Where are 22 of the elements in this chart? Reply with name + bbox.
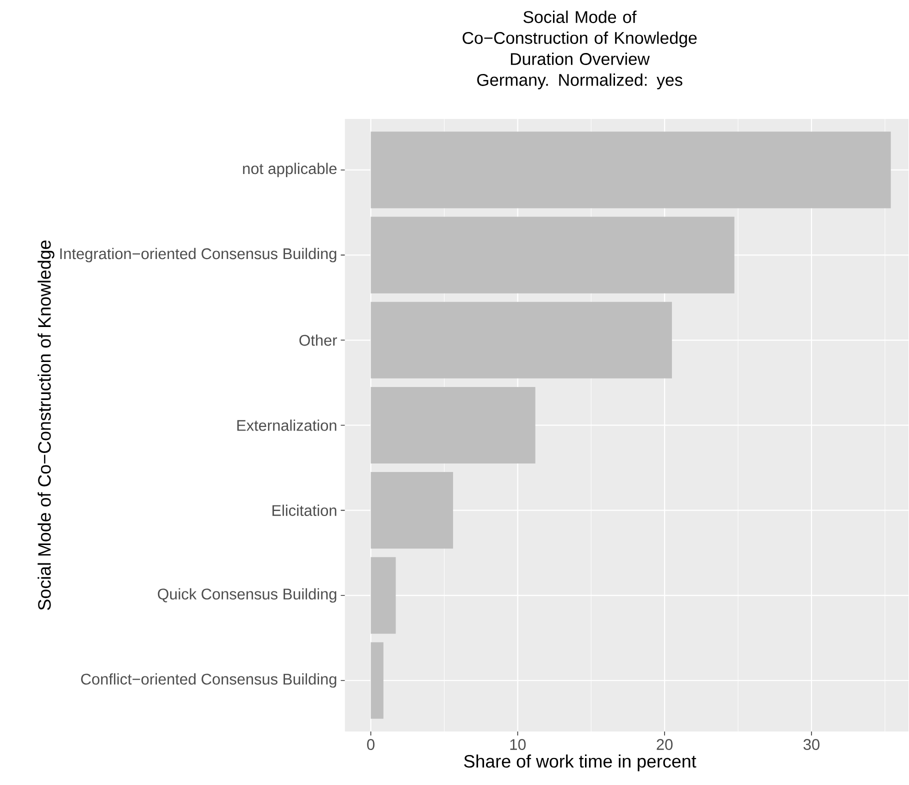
y-tick-label: Quick Consensus Building [158,588,336,603]
y-tick-label: Integration−oriented Consensus Building [60,248,336,262]
x-tick-label: 10 [510,739,526,750]
y-tick-label: Other [299,334,338,346]
chart-title: Social Mode of Co−Construction of Knowledge [462,10,697,48]
bar [370,132,891,209]
x-tick-label: 20 [656,739,673,750]
bar [370,217,734,294]
y-tick-label: Conflict−oriented Consensus Building [81,674,336,688]
bar [370,302,672,379]
x-tick-label: 30 [804,739,820,750]
y-tick-label: Externalization [237,420,336,432]
y-tick-label: not applicable [243,163,337,178]
bar [370,642,384,720]
x-axis-title: Share of work time in percent [464,754,696,772]
bar [370,472,454,549]
bar [370,557,396,634]
x-tick-label: 0 [367,739,374,750]
bar [370,387,536,464]
y-tick-label: Elicitation [272,504,336,516]
chart-subtitle: Duration Overview Germany. Normalized: yes [477,52,682,90]
y-axis-title: Social Mode of Co−Construction of Knowledge [38,240,54,610]
